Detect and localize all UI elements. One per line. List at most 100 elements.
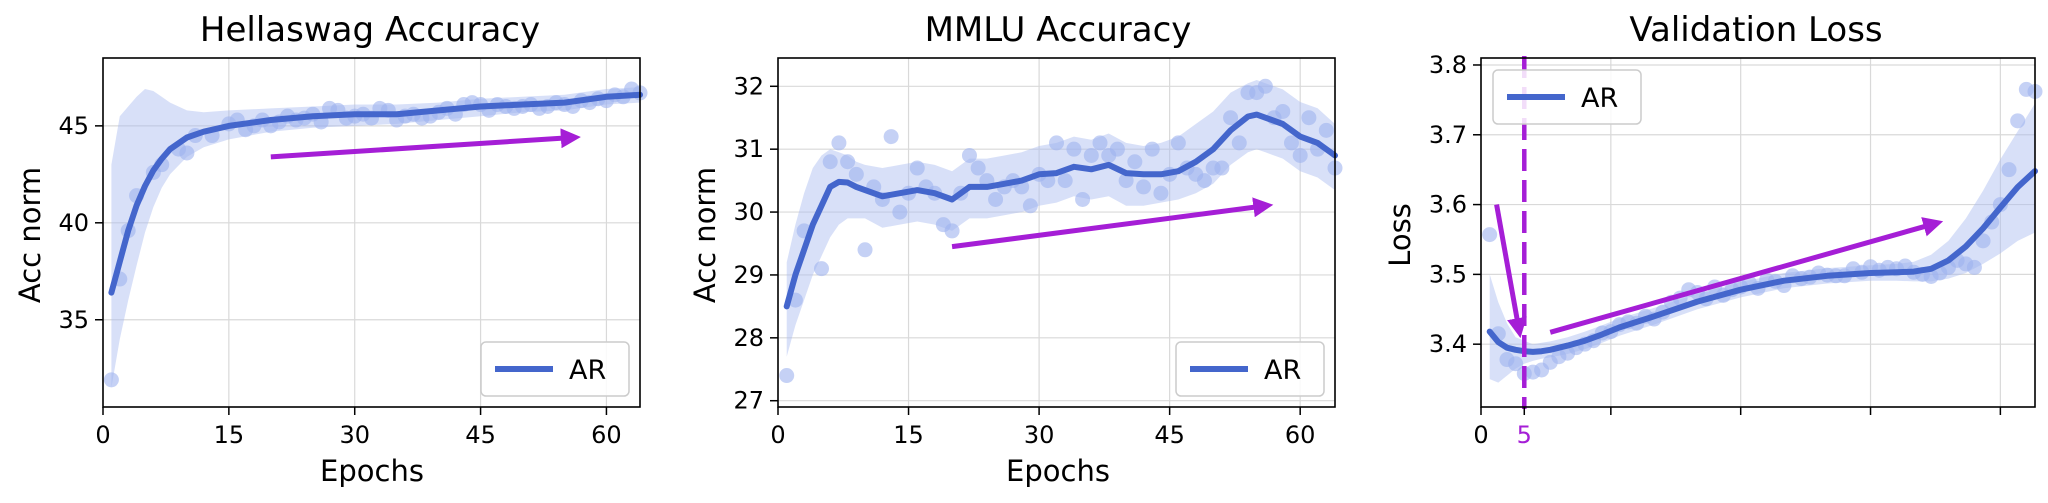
x-tick-label: 15 bbox=[893, 421, 924, 449]
y-tick-label: 3.7 bbox=[1429, 121, 1467, 149]
data-point bbox=[2010, 113, 2026, 129]
plot-frame bbox=[1480, 57, 2036, 408]
annotation-arrow bbox=[1494, 204, 1527, 339]
x-tick-label: 60 bbox=[1285, 421, 1316, 449]
data-point bbox=[1022, 198, 1038, 214]
y-tick-label: 3.5 bbox=[1429, 260, 1467, 288]
data-point bbox=[1292, 147, 1308, 163]
data-point bbox=[857, 242, 873, 258]
data-point bbox=[1275, 103, 1291, 119]
x-tick-label: 60 bbox=[591, 421, 622, 449]
data-point bbox=[1144, 141, 1160, 157]
data-point bbox=[840, 154, 856, 170]
annotation-arrow bbox=[951, 197, 1274, 250]
x-tick-label: 45 bbox=[1154, 421, 1185, 449]
series-line-ar bbox=[1486, 168, 2038, 355]
data-point bbox=[1283, 135, 1299, 151]
data-point bbox=[1075, 191, 1091, 207]
confidence-band bbox=[111, 87, 640, 388]
legend-label: AR bbox=[569, 355, 606, 386]
series-line-ar bbox=[783, 111, 1338, 310]
annotation-arrow bbox=[1549, 217, 1944, 335]
y-axis-label: Loss bbox=[1383, 203, 1417, 267]
x-axis-label: Epochs bbox=[1006, 454, 1110, 488]
data-point bbox=[822, 154, 838, 170]
plot-frame bbox=[102, 57, 641, 408]
x-tick-label: 30 bbox=[339, 421, 370, 449]
data-point bbox=[1057, 173, 1073, 189]
data-point bbox=[1170, 135, 1186, 151]
vline-label: 5 bbox=[1517, 421, 1532, 449]
data-point bbox=[1301, 110, 1317, 126]
x-tick-label: 45 bbox=[465, 421, 496, 449]
legend-label: AR bbox=[1264, 355, 1301, 386]
chart-validation-loss: Validation Loss Loss 0 5 3.4 3.5 3.6 3.7 3.8 AR bbox=[1383, 10, 2043, 449]
plot-frame bbox=[777, 57, 1336, 408]
chart-hellaswag: Hellaswag Accuracy Epochs Acc norm 0 15 30… bbox=[13, 10, 648, 488]
data-point bbox=[1482, 227, 1498, 243]
data-point bbox=[1092, 135, 1108, 151]
data-point bbox=[1231, 135, 1247, 151]
confidence-band bbox=[786, 80, 1335, 357]
data-point bbox=[1127, 154, 1143, 170]
data-point bbox=[814, 261, 830, 277]
data-point bbox=[1975, 233, 1991, 249]
chart-title: MMLU Accuracy bbox=[925, 10, 1192, 50]
data-point bbox=[944, 223, 960, 239]
data-point bbox=[1136, 179, 1152, 195]
y-tick-label: 29 bbox=[733, 261, 764, 289]
data-point bbox=[909, 160, 925, 176]
data-point bbox=[892, 204, 908, 220]
data-point bbox=[1109, 141, 1125, 157]
data-point bbox=[103, 372, 119, 388]
y-tick-label: 45 bbox=[58, 112, 89, 140]
x-tick-label: 0 bbox=[95, 421, 110, 449]
data-point bbox=[1223, 110, 1239, 126]
data-point bbox=[1083, 147, 1099, 163]
data-point bbox=[2001, 162, 2017, 178]
data-point bbox=[970, 160, 986, 176]
data-point bbox=[1066, 141, 1082, 157]
data-point bbox=[1966, 259, 1982, 275]
confidence-band bbox=[1489, 103, 2035, 383]
y-tick-label: 35 bbox=[58, 306, 89, 334]
data-point bbox=[779, 368, 795, 384]
data-point bbox=[1049, 135, 1064, 151]
x-tick-label: 0 bbox=[1473, 421, 1488, 449]
legend-box bbox=[1492, 69, 1642, 125]
data-point bbox=[848, 166, 864, 182]
y-tick-label: 3.8 bbox=[1429, 51, 1467, 79]
x-tick-label: 0 bbox=[770, 421, 785, 449]
y-tick-label: 28 bbox=[733, 324, 764, 352]
x-axis-label: Epochs bbox=[320, 454, 424, 488]
y-tick-label: 30 bbox=[733, 198, 764, 226]
legend-box bbox=[1175, 341, 1325, 397]
data-point bbox=[1214, 160, 1230, 176]
data-point bbox=[1257, 78, 1273, 94]
legend-box bbox=[480, 341, 630, 397]
x-tick-label: 30 bbox=[1024, 421, 1055, 449]
y-axis-label: Acc norm bbox=[13, 167, 47, 303]
data-point bbox=[831, 135, 847, 151]
legend-label: AR bbox=[1581, 83, 1618, 114]
data-point bbox=[1153, 185, 1169, 201]
y-tick-label: 40 bbox=[58, 209, 89, 237]
annotation-arrow bbox=[270, 128, 581, 160]
y-tick-label: 3.6 bbox=[1429, 191, 1467, 219]
data-point bbox=[1118, 173, 1134, 189]
y-tick-label: 3.4 bbox=[1429, 330, 1467, 358]
x-tick-label: 15 bbox=[214, 421, 245, 449]
data-point bbox=[179, 145, 195, 161]
chart-title: Validation Loss bbox=[1629, 10, 1882, 50]
data-point bbox=[1196, 173, 1212, 189]
y-tick-label: 32 bbox=[733, 72, 764, 100]
y-tick-label: 31 bbox=[733, 135, 764, 163]
data-point bbox=[961, 147, 977, 163]
y-tick-label: 27 bbox=[733, 387, 764, 415]
y-axis-label: Acc norm bbox=[688, 167, 722, 303]
data-point bbox=[1508, 356, 1524, 372]
chart-title: Hellaswag Accuracy bbox=[200, 10, 540, 50]
series-line-ar bbox=[108, 91, 643, 296]
data-point bbox=[883, 129, 899, 145]
